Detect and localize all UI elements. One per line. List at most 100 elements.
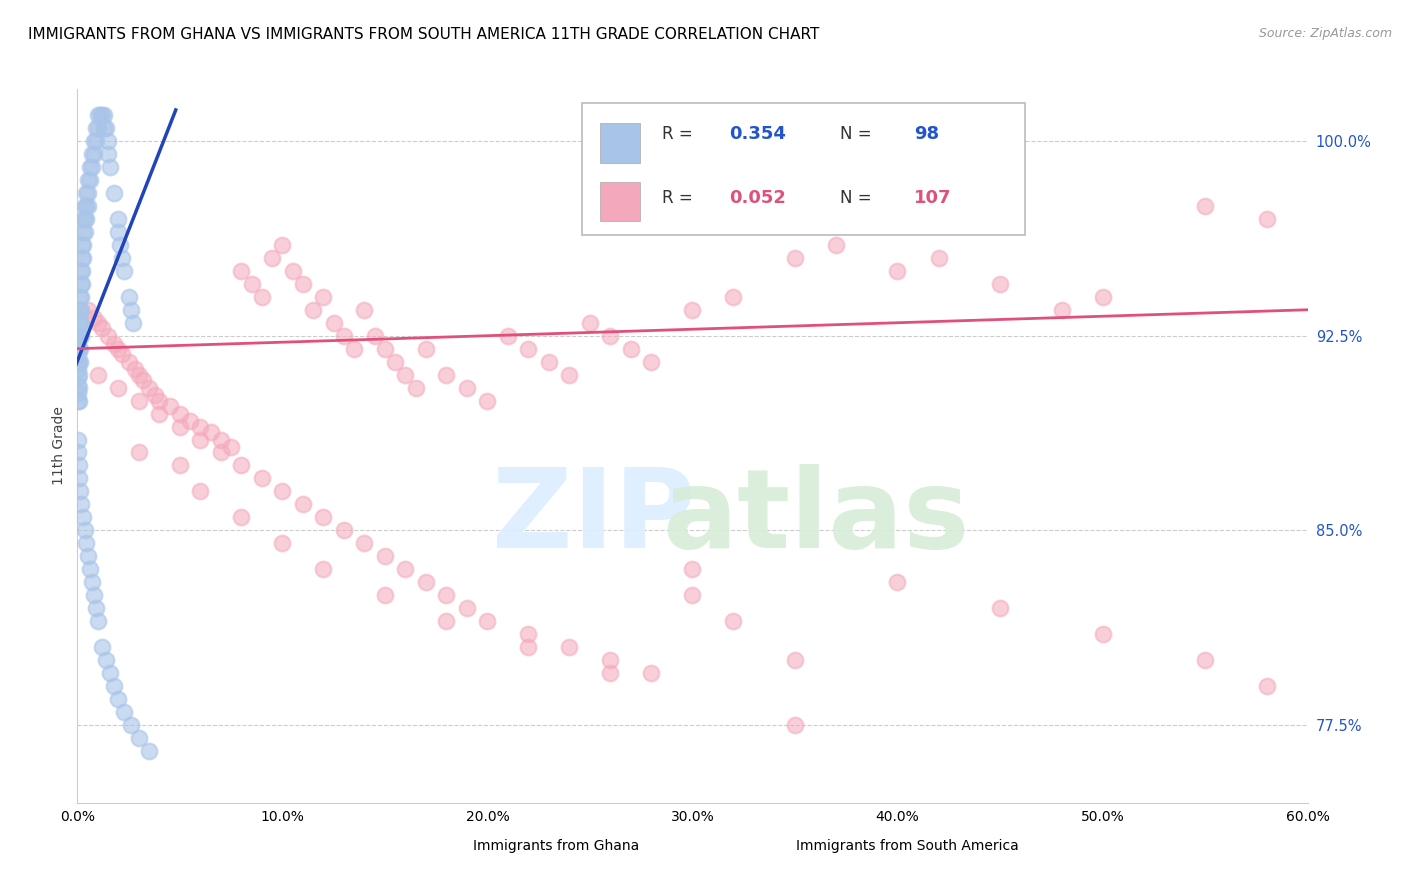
Point [169, 458, 191, 473]
Point [517, 640, 540, 654]
Point [132, 373, 155, 387]
Point [312, 510, 335, 524]
Point [67, 433, 90, 447]
Point [97, 134, 120, 148]
Point [107, 342, 129, 356]
Point [72, 238, 94, 252]
Point [353, 302, 375, 317]
Point [599, 653, 621, 667]
Point [988, 601, 1011, 615]
FancyBboxPatch shape [582, 103, 1025, 235]
Point [75, 186, 97, 200]
Point [70, 328, 93, 343]
Text: 0.354: 0.354 [730, 125, 786, 143]
FancyBboxPatch shape [427, 833, 463, 860]
Point [188, 484, 212, 499]
Point [69, 354, 91, 368]
Point [70, 316, 93, 330]
Point [79, 173, 101, 187]
Point [291, 277, 314, 291]
Point [384, 354, 406, 368]
Point [89, 108, 111, 122]
Point [537, 354, 560, 368]
Point [73, 211, 96, 226]
Point [83, 310, 105, 325]
Point [67, 328, 90, 343]
Point [682, 588, 704, 602]
Point [73, 524, 96, 538]
Point [67, 354, 90, 368]
Point [250, 471, 273, 485]
Point [682, 302, 704, 317]
Point [312, 290, 335, 304]
Point [322, 316, 344, 330]
FancyBboxPatch shape [600, 182, 640, 221]
Point [128, 393, 150, 408]
Point [496, 328, 519, 343]
Point [231, 264, 253, 278]
Point [111, 347, 134, 361]
Point [67, 362, 90, 376]
Point [87, 108, 110, 122]
Point [90, 108, 114, 122]
Point [93, 121, 115, 136]
Point [886, 264, 908, 278]
Point [517, 342, 540, 356]
Point [80, 575, 103, 590]
Point [87, 368, 110, 382]
Point [72, 225, 94, 239]
Point [1050, 302, 1073, 317]
Point [83, 588, 105, 602]
Point [76, 186, 98, 200]
Point [117, 354, 139, 368]
Point [75, 211, 97, 226]
Point [783, 718, 806, 732]
Point [128, 731, 150, 745]
Point [73, 225, 96, 239]
Point [138, 744, 160, 758]
Point [333, 524, 356, 538]
Point [415, 575, 437, 590]
Point [67, 445, 90, 459]
Point [98, 666, 121, 681]
Text: atlas: atlas [662, 464, 969, 571]
Point [558, 368, 581, 382]
Point [374, 549, 396, 564]
Point [120, 718, 142, 732]
Point [103, 186, 125, 200]
Text: IMMIGRANTS FROM GHANA VS IMMIGRANTS FROM SOUTH AMERICA 11TH GRADE CORRELATION CH: IMMIGRANTS FROM GHANA VS IMMIGRANTS FROM… [28, 27, 820, 42]
Point [67, 458, 90, 473]
Point [188, 419, 212, 434]
Point [67, 393, 90, 408]
Point [240, 277, 263, 291]
Point [599, 328, 621, 343]
Text: R =: R = [662, 125, 697, 143]
Point [148, 393, 170, 408]
Point [94, 653, 117, 667]
Point [477, 614, 499, 628]
Point [456, 601, 478, 615]
Point [723, 614, 745, 628]
Point [209, 445, 232, 459]
Point [114, 705, 136, 719]
Point [69, 302, 91, 317]
Point [1256, 211, 1278, 226]
Point [143, 388, 166, 402]
Point [72, 510, 94, 524]
Point [93, 108, 115, 122]
Point [107, 381, 129, 395]
Point [90, 640, 114, 654]
Point [67, 316, 90, 330]
Point [436, 588, 458, 602]
Point [67, 378, 90, 392]
Point [1256, 679, 1278, 693]
Point [111, 251, 134, 265]
Point [209, 433, 232, 447]
Point [783, 653, 806, 667]
Point [271, 484, 294, 499]
Point [79, 160, 101, 174]
FancyBboxPatch shape [600, 123, 640, 162]
Point [219, 440, 242, 454]
Point [70, 277, 93, 291]
Y-axis label: 11th Grade: 11th Grade [52, 407, 66, 485]
